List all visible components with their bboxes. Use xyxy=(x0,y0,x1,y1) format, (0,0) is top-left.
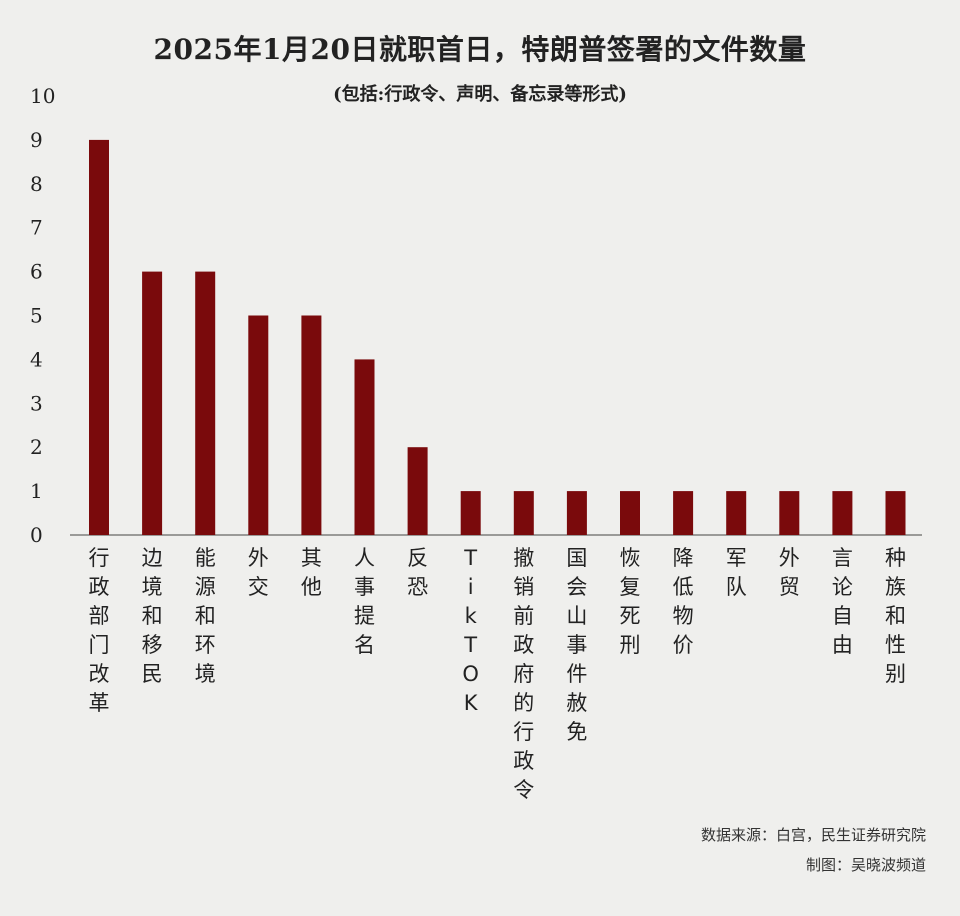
bar xyxy=(779,491,800,535)
y-tick-label: 7 xyxy=(30,216,43,240)
bar xyxy=(248,315,269,535)
bar xyxy=(142,271,163,535)
y-tick-label: 6 xyxy=(30,260,43,284)
x-tick-label: 反恐 xyxy=(407,546,428,599)
x-tick-label: 外贸 xyxy=(779,546,800,599)
x-tick-label: 其他 xyxy=(301,546,322,599)
y-tick-label: 3 xyxy=(30,391,43,415)
x-tick-label: 恢复死刑 xyxy=(620,546,641,657)
x-tick-label: 种族和性别 xyxy=(885,546,906,686)
y-tick-label: 10 xyxy=(30,84,55,108)
data-source-note: 数据来源：白宫，民生证券研究院 xyxy=(700,826,926,844)
bar xyxy=(354,359,375,535)
y-tick-label: 9 xyxy=(30,128,43,152)
y-tick-label: 4 xyxy=(30,347,43,371)
y-tick-label: 0 xyxy=(30,523,43,547)
chart-title: 2025年1月20日就职首日，特朗普签署的文件数量 xyxy=(153,33,807,66)
x-tick-label: 军队 xyxy=(726,546,747,599)
bar xyxy=(885,491,906,535)
y-tick-label: 5 xyxy=(30,304,43,328)
y-tick-label: 1 xyxy=(30,479,43,503)
bar xyxy=(460,491,481,535)
bar xyxy=(726,491,747,535)
x-tick-label: 外交 xyxy=(248,546,269,599)
x-tick-label: 能源和环境 xyxy=(195,546,216,686)
bar xyxy=(89,139,109,535)
x-tick-label: 人事提名 xyxy=(354,546,375,657)
chart-subtitle: (包括:行政令、声明、备忘录等形式) xyxy=(333,84,627,105)
chart-credit: 制图：吴晓波频道 xyxy=(805,856,926,874)
bar xyxy=(832,491,853,535)
x-tick-label: 国会山事件赦免 xyxy=(566,546,587,744)
y-tick-label: 8 xyxy=(30,172,43,196)
x-tick-label: 言论自由 xyxy=(832,546,853,657)
bar xyxy=(407,447,428,535)
bar xyxy=(513,491,534,535)
x-tick-label: 撤销前政府的行政令 xyxy=(513,546,534,802)
bar-series xyxy=(89,139,906,535)
bar xyxy=(673,491,694,535)
bar xyxy=(566,491,587,535)
x-tick-label: 边境和移民 xyxy=(142,546,163,686)
bar xyxy=(195,271,216,535)
x-tick-label: 行政部门改革 xyxy=(89,546,110,715)
bar xyxy=(620,491,640,535)
bar xyxy=(301,315,322,535)
y-axis: 0 1 2 3 4 5 6 7 8 9 10 xyxy=(30,84,55,547)
x-tick-label: 降低物价 xyxy=(673,546,694,657)
y-tick-label: 2 xyxy=(30,435,43,459)
